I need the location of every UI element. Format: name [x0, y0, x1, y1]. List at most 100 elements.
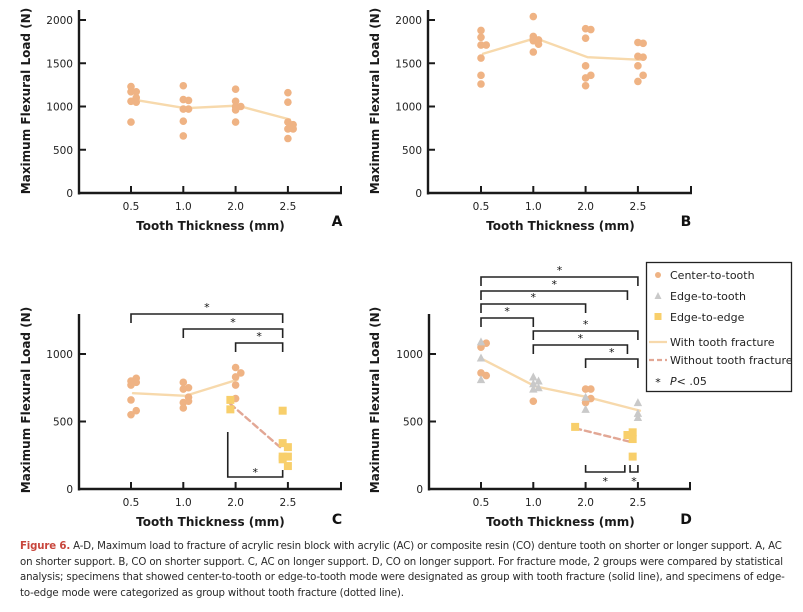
panel-letter: D [680, 512, 692, 528]
x-tick-label: 2.5 [630, 201, 647, 213]
point-edge-to-edge [628, 435, 637, 444]
point-edge-to-edge [571, 422, 580, 431]
point-edge-to-tooth [581, 404, 590, 413]
significance-bracket [480, 290, 629, 300]
panel-b: 0 500 1000 1500 2000 0.5 1.0 2.0 2.5 Tooth Thickn… [368, 8, 692, 233]
point-center-to-tooth [132, 406, 141, 415]
legend-square-icon [654, 313, 662, 320]
point-center-to-tooth [132, 87, 141, 96]
y-tick-label: 1000 [46, 349, 73, 361]
significance-bracket-low [226, 432, 284, 478]
point-center-to-tooth [477, 71, 485, 80]
y-tick-label: 0 [415, 188, 422, 200]
panel-letter: C [332, 512, 342, 528]
point-center-to-tooth [179, 117, 188, 126]
point-edge-to-tooth [633, 398, 643, 407]
significance-star: * [230, 316, 236, 329]
y-tick-label: 2000 [46, 15, 73, 27]
point-edge-to-edge [628, 428, 637, 437]
point-edge-to-edge [278, 406, 287, 415]
point-edge-to-tooth [633, 412, 643, 421]
point-center-to-tooth [634, 77, 642, 86]
point-center-to-tooth [127, 396, 135, 404]
significance-star: * [631, 475, 637, 488]
point-edge-to-tooth [476, 375, 486, 384]
significance-bracket [130, 313, 284, 323]
y-tick-label: 0 [66, 484, 73, 496]
point-center-to-tooth [587, 25, 595, 34]
y-tick-label: 1000 [395, 102, 422, 114]
point-center-to-tooth [127, 118, 135, 126]
point-center-to-tooth [634, 62, 642, 70]
significance-bracket-low [629, 465, 639, 473]
point-center-to-tooth [639, 71, 647, 80]
x-tick-label: 1.0 [175, 201, 192, 213]
legend-p-rest: < .05 [677, 375, 707, 388]
significance-bracket [532, 330, 639, 340]
legend-star-icon: * [655, 376, 661, 389]
point-center-to-tooth [231, 85, 240, 93]
point-edge-to-edge [283, 452, 292, 461]
point-center-to-tooth [289, 125, 297, 133]
point-center-to-tooth [231, 373, 240, 381]
point-center-to-tooth [284, 134, 292, 143]
point-center-to-tooth [237, 102, 245, 111]
point-edge-to-edge [283, 462, 292, 471]
significance-bracket [584, 358, 639, 368]
point-center-to-tooth [482, 371, 491, 380]
point-center-to-tooth [529, 397, 538, 406]
point-center-to-tooth [237, 369, 245, 377]
x-tick-label: 0.5 [123, 497, 140, 509]
legend: Center-to-tooth Edge-to-tooth Edge-to-edge… [645, 261, 793, 393]
x-tick-label: 2.0 [577, 497, 594, 509]
point-center-to-tooth [132, 378, 141, 387]
y-tick-label: 0 [416, 484, 423, 496]
point-center-to-tooth [639, 39, 647, 48]
y-axis-title: Maximum Flexural Load (N) [368, 307, 382, 493]
point-center-to-tooth [529, 48, 538, 56]
x-tick-label: 2.0 [227, 497, 244, 509]
point-edge-to-edge [278, 455, 287, 464]
significance-star: * [204, 301, 210, 314]
significance-star: * [609, 346, 615, 359]
point-center-to-tooth [477, 80, 485, 88]
point-center-to-tooth [179, 404, 188, 412]
point-edge-to-tooth [581, 392, 590, 401]
point-edge-to-edge [623, 431, 632, 439]
y-axis-title: Maximum Flexural Load (N) [19, 8, 33, 194]
point-center-to-tooth [127, 410, 135, 419]
significance-star: * [578, 332, 584, 345]
legend-label: Edge-to-edge [670, 311, 745, 324]
x-tick-label: 0.5 [473, 201, 490, 213]
y-tick-label: 500 [402, 145, 422, 157]
y-tick-label: 500 [403, 417, 423, 429]
y-axis-title: Maximum Flexural Load (N) [368, 8, 382, 194]
point-center-to-tooth [184, 383, 193, 392]
point-center-to-tooth [179, 81, 188, 90]
point-center-to-tooth [284, 98, 292, 106]
x-tick-label: 2.5 [280, 497, 297, 509]
legend-label: Without tooth fracture [670, 354, 793, 367]
with-fracture-line [481, 36, 642, 61]
significance-bracket [532, 344, 629, 354]
point-center-to-tooth [477, 41, 485, 49]
x-tick-label: 1.0 [175, 497, 192, 509]
figure-caption: Figure 6. A-D, Maximum load to fracture … [20, 539, 795, 601]
point-center-to-tooth [587, 71, 595, 80]
panel-letter: A [332, 214, 343, 230]
y-tick-label: 0 [66, 188, 73, 200]
point-center-to-tooth [581, 62, 590, 70]
point-center-to-tooth [179, 132, 188, 140]
point-edge-to-tooth [529, 372, 538, 381]
x-tick-label: 1.0 [525, 497, 542, 509]
y-tick-label: 2000 [395, 15, 422, 27]
point-edge-to-tooth [633, 408, 643, 417]
y-axis-title: Maximum Flexural Load (N) [19, 307, 33, 493]
point-center-to-tooth [132, 98, 141, 106]
point-center-to-tooth [231, 381, 240, 389]
legend-box [645, 261, 793, 393]
panel-d: 0 500 1000 0.5 1.0 2.0 2.5 Tooth Thickness (mm)… [368, 264, 692, 529]
x-axis-title: Tooth Thickness (mm) [486, 515, 635, 529]
point-edge-to-edge [226, 395, 235, 404]
significance-star: * [531, 291, 537, 304]
